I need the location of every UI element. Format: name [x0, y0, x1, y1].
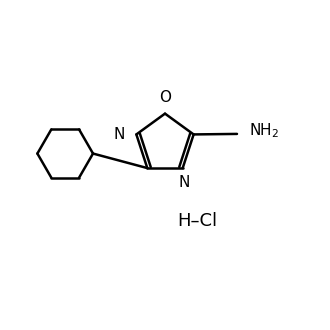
Text: N: N — [114, 127, 125, 142]
Text: N: N — [179, 175, 190, 190]
Text: H–Cl: H–Cl — [178, 212, 218, 230]
Text: O: O — [159, 90, 171, 106]
Text: NH$_2$: NH$_2$ — [249, 121, 280, 140]
